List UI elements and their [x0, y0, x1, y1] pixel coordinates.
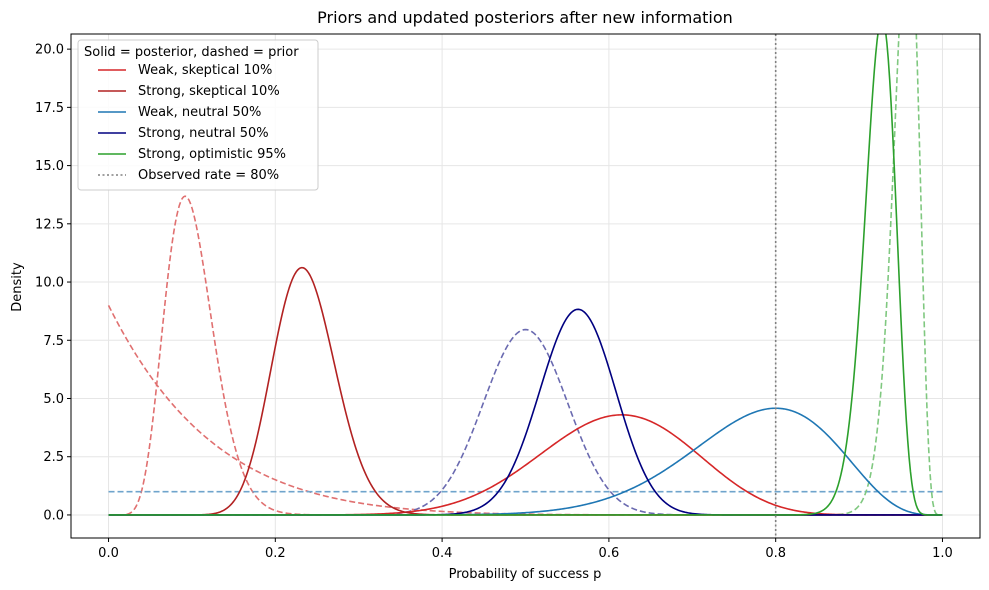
y-tick-label: 17.5 [35, 101, 64, 116]
x-tick-label: 1.0 [932, 546, 953, 561]
legend-label: Observed rate = 80% [138, 168, 279, 183]
legend-label: Strong, skeptical 10% [138, 84, 280, 99]
x-axis-title: Probability of success p [449, 567, 602, 582]
x-tick-label: 0.0 [98, 546, 119, 561]
y-axis-title: Density [10, 262, 25, 312]
axes: 0.0 0.2 0.4 0.6 0.8 1.0 0.0 2.5 5.0 7.5 10.0 12.5 15… [35, 33, 981, 561]
y-tick-label: 20.0 [35, 43, 64, 58]
chart-title: Priors and updated posteriors after new … [317, 8, 733, 27]
grid [71, 34, 980, 538]
x-tick-label: 0.8 [765, 546, 786, 561]
y-tick-label: 0.0 [43, 508, 64, 523]
legend-box [77, 39, 319, 191]
legend-title: Solid = posterior, dashed = prior [84, 45, 299, 60]
legend-label: Weak, neutral 50% [138, 105, 261, 120]
y-tick-label: 5.0 [43, 392, 64, 407]
plot-frame [70, 33, 981, 539]
y-tick-label: 10.0 [35, 276, 64, 291]
legend: Solid = posterior, dashed = prior Weak, s… [77, 39, 319, 191]
legend-label: Weak, skeptical 10% [138, 63, 272, 78]
y-tick-label: 15.0 [35, 159, 64, 174]
series-layer [107, 34, 943, 538]
x-tick-label: 0.6 [599, 546, 620, 561]
x-tick-label: 0.2 [265, 546, 286, 561]
x-tick-label: 0.4 [432, 546, 453, 561]
y-tick-label: 12.5 [35, 217, 64, 232]
y-tick-label: 2.5 [43, 450, 64, 465]
legend-label: Strong, optimistic 95% [138, 147, 286, 162]
legend-label: Strong, neutral 50% [138, 126, 269, 141]
y-tick-label: 7.5 [43, 334, 64, 349]
posterior-line-4 [108, 34, 943, 516]
